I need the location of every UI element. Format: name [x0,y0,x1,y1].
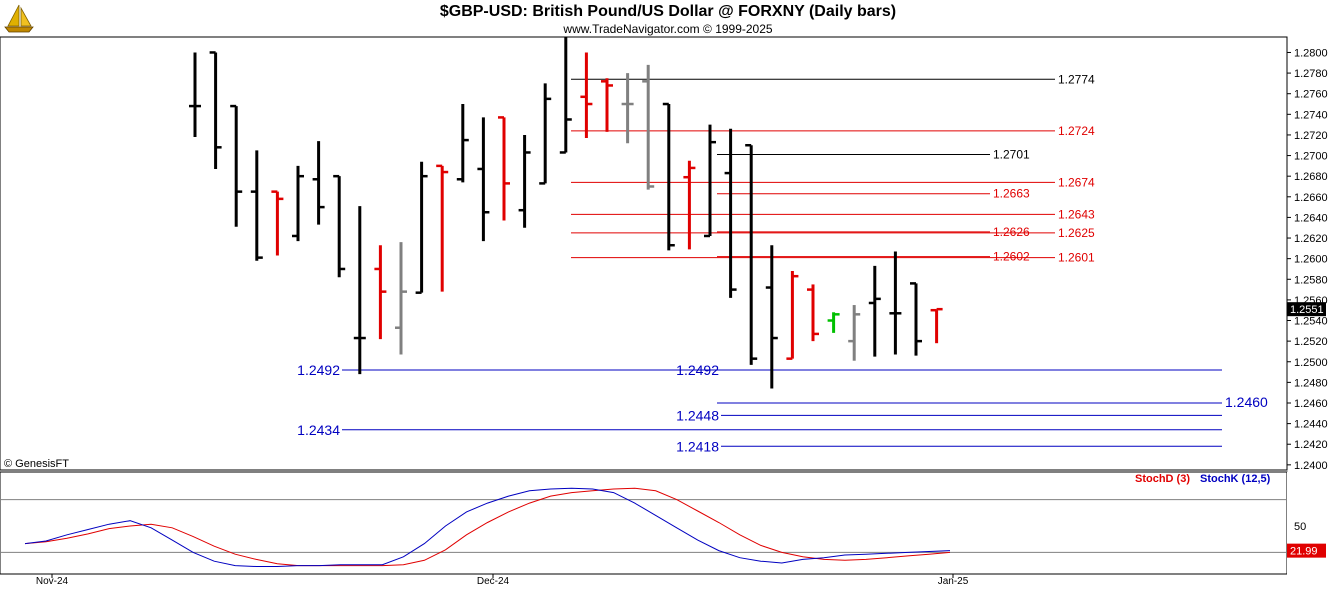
ohlc-bar [209,51,222,169]
price-tick-label: 1.2620 [1294,233,1328,245]
level-label: 1.2724 [1058,124,1095,138]
ohlc-bars [189,37,943,389]
level-label: 1.2602 [993,250,1030,264]
price-tick-label: 1.2540 [1294,316,1328,328]
ohlc-bar [498,116,510,221]
price-tick-label: 1.2780 [1294,68,1328,80]
ohlc-bar [889,251,902,355]
price-tick-label: 1.2520 [1294,336,1328,348]
ohlc-bar [848,305,861,361]
stoch-last-label: 21.99 [1290,546,1318,558]
ohlc-bar [374,245,387,340]
ohlc-bar [271,190,284,256]
level-label: 1.2492 [676,362,719,378]
stoch-last-tag [1287,543,1326,558]
level-label: 1.2434 [297,422,340,438]
price-tick-label: 1.2760 [1294,89,1328,101]
chart-title: $GBP-USD: British Pound/US Dollar @ FORX… [439,3,897,20]
price-tick-label: 1.2580 [1294,274,1328,286]
price-tick-label: 1.2640 [1294,212,1328,224]
level-label: 1.2492 [297,362,340,378]
ohlc-bar [477,117,490,242]
level-label: 1.2701 [993,148,1030,162]
stochastic-panel: 50 StochD (3) StochK (12,5) 21.99 [0,471,1336,575]
level-label: 1.2663 [993,187,1030,201]
stoch-legend-stochk: StochK (12,5) [1200,473,1271,485]
ohlc-bar [436,164,449,292]
ohlc-bar [518,134,531,228]
ohlc-bar [642,64,655,190]
level-label: 1.2643 [1058,207,1095,221]
ohlc-bar [539,83,552,185]
ohlc-bar [868,265,881,357]
time-tick-label: Dec-24 [477,576,510,587]
price-tick-label: 1.2480 [1294,377,1328,389]
ohlc-bar [930,307,943,344]
ohlc-bar [230,104,243,227]
level-label: 1.2774 [1058,72,1095,86]
stoch-series-line [24,487,951,567]
ohlc-bar [580,52,593,139]
price-tick-label: 1.2500 [1294,357,1328,369]
price-tick-label: 1.2600 [1294,254,1328,266]
ohlc-bar [683,160,696,250]
price-axis-background [1287,37,1336,470]
time-tick-label: Jan-25 [938,576,969,587]
ohlc-bar [704,124,716,238]
ohlc-bar [765,245,778,389]
price-tick-label: 1.2400 [1294,460,1328,472]
ohlc-bar [827,312,840,333]
price-tick-label: 1.2740 [1294,109,1328,121]
ohlc-bar [189,52,201,138]
ohlc-bar [910,282,922,356]
ohlc-bar [250,150,263,261]
ohlc-bar [353,206,366,375]
price-tick-label: 1.2420 [1294,439,1328,451]
level-label: 1.2448 [676,407,719,423]
ohlc-bar [724,128,737,298]
level-label: 1.2418 [676,438,719,454]
ohlc-bar [786,271,799,360]
ohlc-bar [395,242,407,355]
time-axis: Nov-24 Dec-24 Jan-25 [0,573,1336,591]
stoch-tick-label: 50 [1294,521,1306,533]
ohlc-bar [456,104,469,183]
stoch-series-line [24,487,951,567]
price-tick-label: 1.2460 [1294,398,1328,410]
level-label: 1.2601 [1058,251,1095,265]
ohlc-bar [601,78,613,132]
level-label: 1.2674 [1058,175,1095,189]
time-axis-background [0,574,1336,591]
ohlc-bar [559,37,572,154]
price-tick-label: 1.2720 [1294,130,1328,142]
price-tick-label: 1.2800 [1294,47,1328,59]
ohlc-bar [807,284,819,342]
level-lines: 1.2774 1.2724 1.2701 1.2674 1.2663 1.2643 1.26… [297,72,1268,454]
copyright-label: © GenesisFT [4,458,69,470]
ohlc-bar [662,102,675,251]
chart-subtitle: www.TradeNavigator.com © 1999-2025 [563,22,773,36]
ohlc-bar [415,161,428,294]
ohlc-bar [621,73,634,144]
level-label: 1.2626 [993,225,1030,239]
level-label: 1.2625 [1058,226,1095,240]
time-tick-label: Nov-24 [36,576,69,587]
price-tick-label: 1.2440 [1294,419,1328,431]
level-label: 1.2460 [1225,394,1268,410]
sailboat-logo-icon [2,2,36,34]
price-tick-label: 1.2660 [1294,192,1328,204]
ohlc-bar [292,165,304,242]
ohlc-bar [745,144,758,365]
last-price-label: 1.2551 [1290,304,1324,316]
stoch-legend-stochd: StochD (3) [1135,473,1190,485]
price-axis: 1.2800 1.2780 1.2760 1.2740 1.2720 1.2700 1.26… [1286,37,1336,472]
chart-header: $GBP-USD: British Pound/US Dollar @ FORX… [0,0,1336,37]
price-tick-label: 1.2700 [1294,151,1328,163]
price-tick-label: 1.2680 [1294,171,1328,183]
ohlc-bar [312,141,325,225]
last-price-tag [1287,302,1326,317]
stoch-plot-area [0,471,1288,575]
ohlc-bar [333,174,346,278]
